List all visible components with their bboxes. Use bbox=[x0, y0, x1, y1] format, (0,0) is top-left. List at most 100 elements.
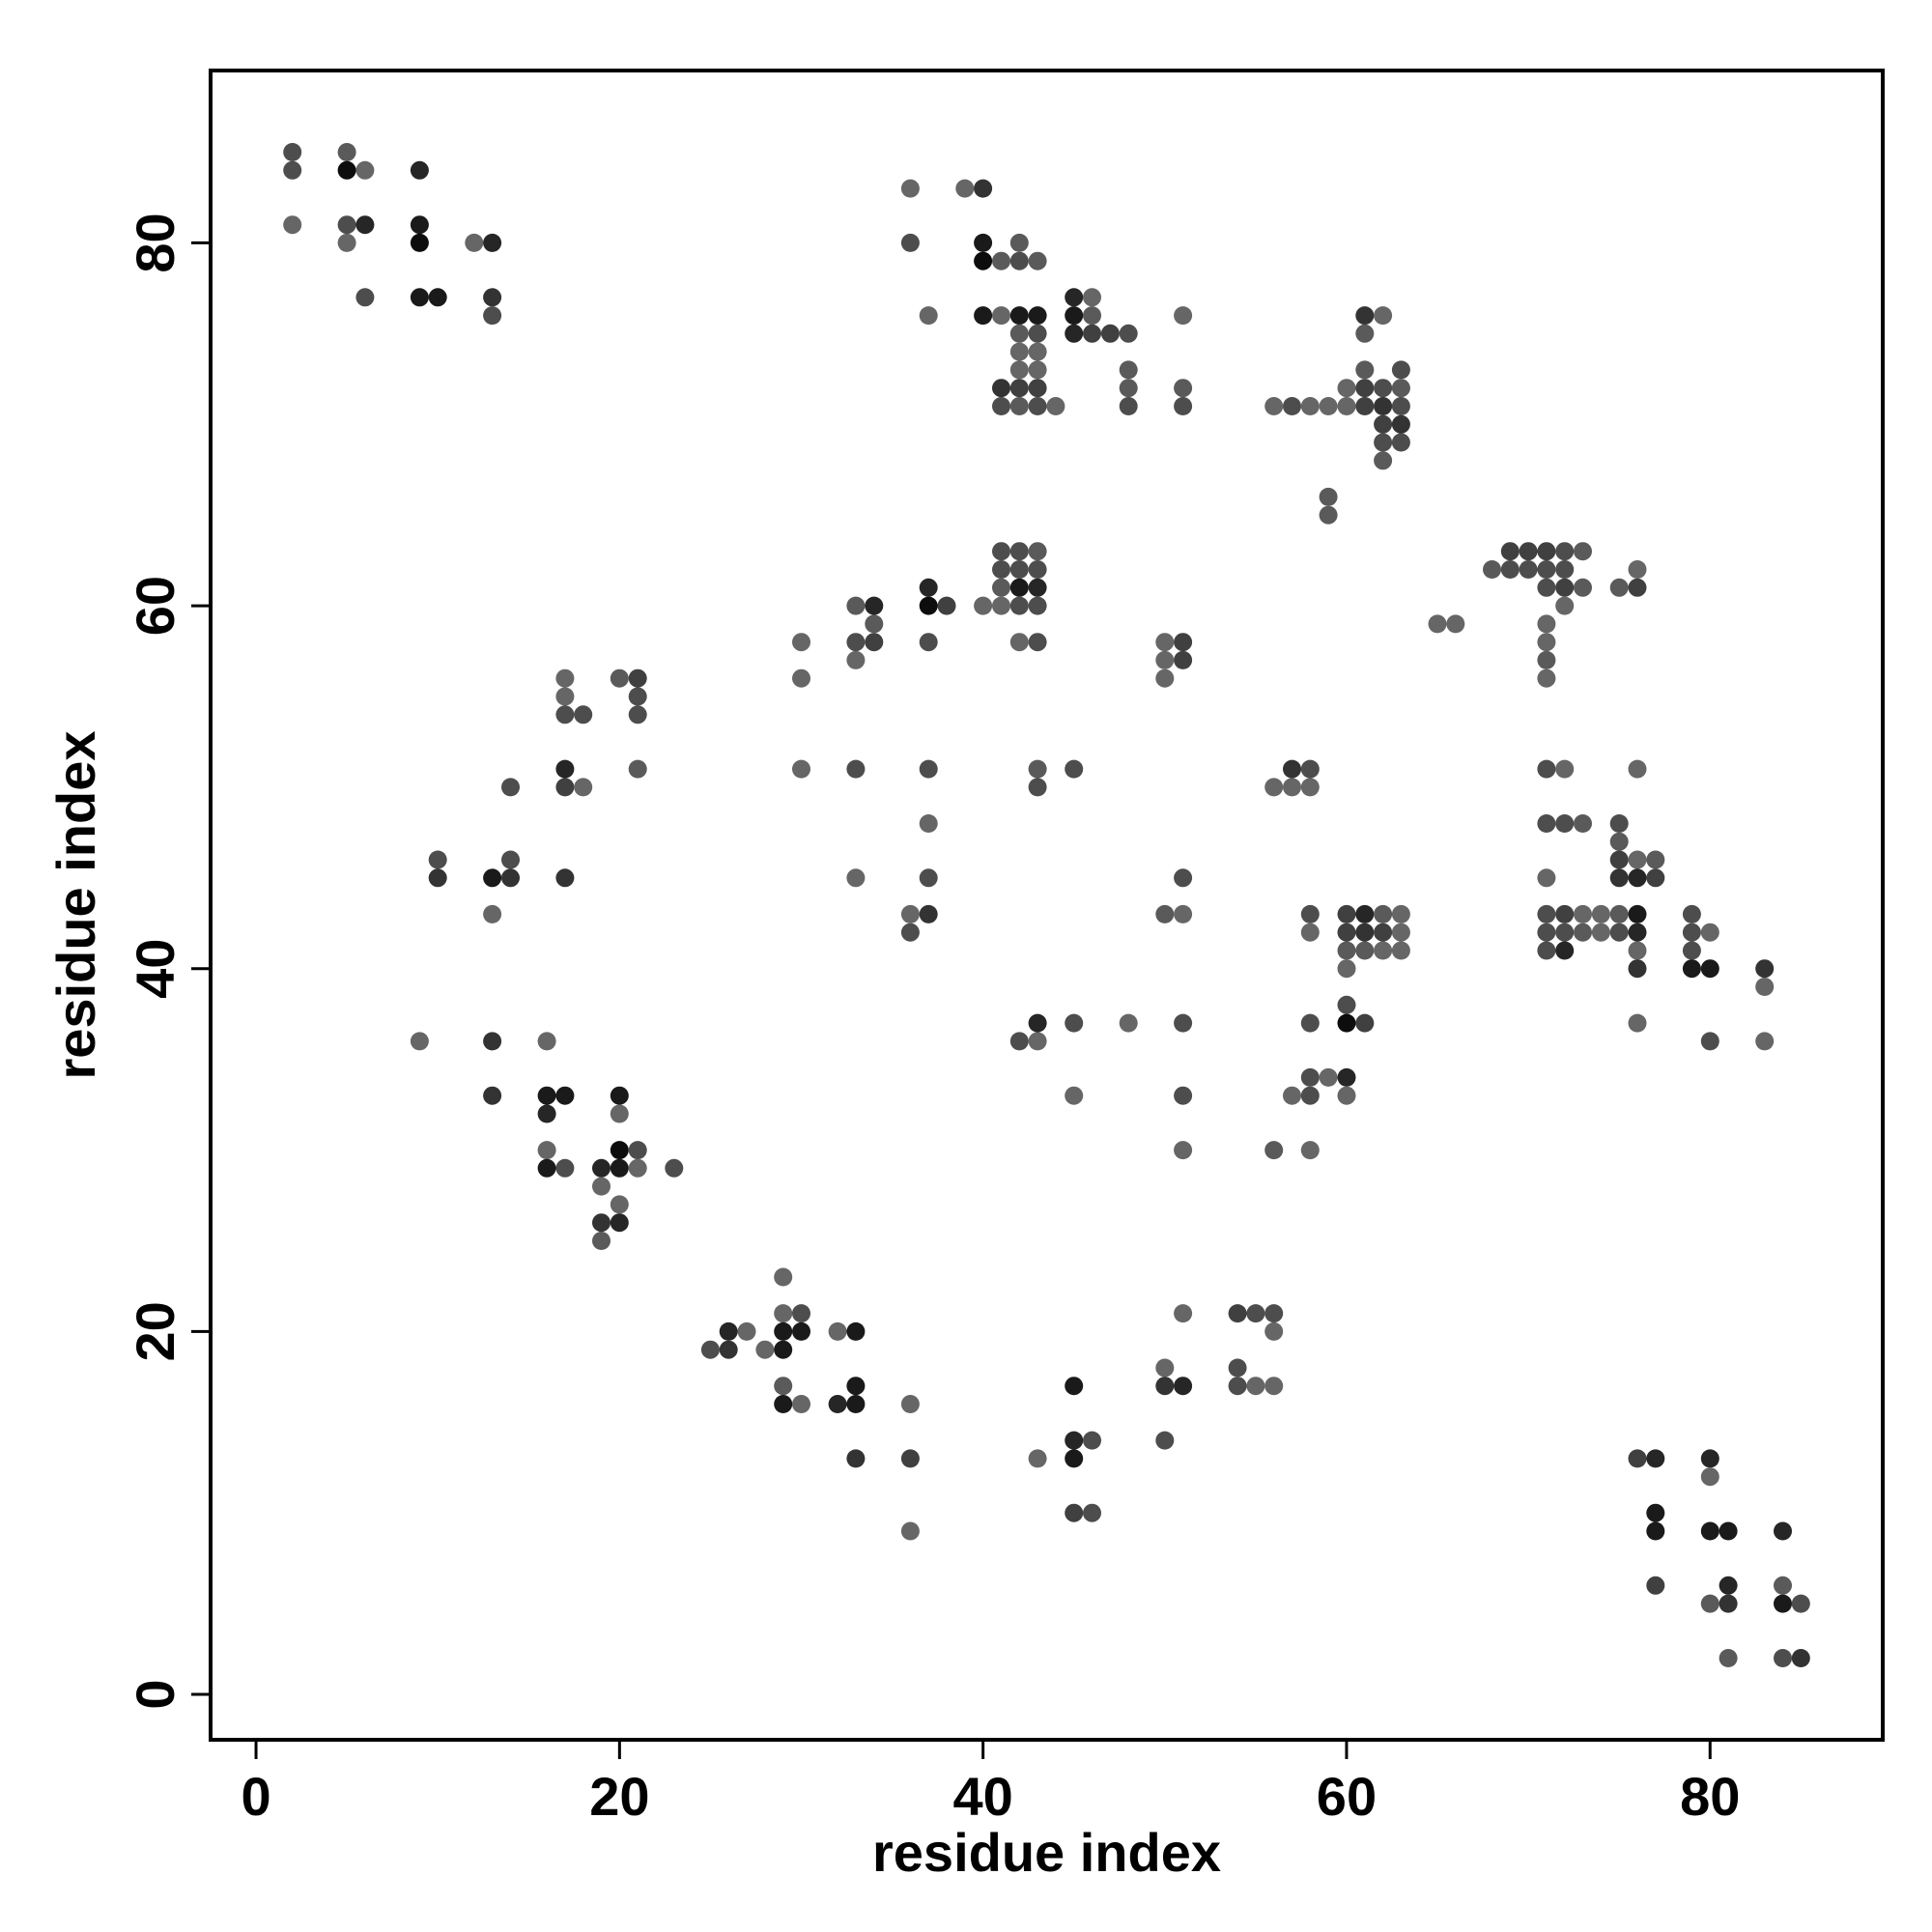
data-point bbox=[1591, 923, 1610, 942]
y-axis-title: residue index bbox=[45, 730, 106, 1079]
data-point bbox=[1065, 324, 1084, 343]
data-point bbox=[919, 759, 938, 779]
data-point bbox=[628, 759, 647, 779]
data-point bbox=[992, 306, 1010, 326]
data-point bbox=[919, 904, 938, 923]
data-point bbox=[592, 1213, 611, 1233]
data-point bbox=[1682, 959, 1701, 979]
data-point bbox=[283, 143, 302, 161]
data-point bbox=[1446, 614, 1465, 634]
data-point bbox=[1555, 904, 1575, 923]
data-point bbox=[610, 1141, 629, 1160]
data-point bbox=[1700, 1449, 1719, 1468]
data-point bbox=[900, 233, 920, 252]
data-point bbox=[501, 868, 520, 888]
data-point bbox=[1283, 1086, 1301, 1105]
data-point bbox=[1719, 1521, 1738, 1541]
data-point bbox=[1337, 1013, 1356, 1033]
data-point bbox=[1174, 1304, 1193, 1323]
data-point bbox=[1319, 1067, 1338, 1087]
data-point bbox=[1537, 868, 1556, 888]
data-point bbox=[955, 179, 975, 198]
data-point bbox=[1046, 397, 1065, 415]
data-point bbox=[1355, 379, 1375, 398]
data-point bbox=[846, 868, 866, 888]
data-point bbox=[1355, 360, 1375, 380]
data-point bbox=[1628, 959, 1647, 979]
x-axis-title: residue index bbox=[872, 1822, 1221, 1883]
data-point bbox=[428, 850, 447, 869]
data-point bbox=[592, 1232, 611, 1250]
data-point bbox=[1337, 959, 1356, 979]
data-point bbox=[1374, 433, 1393, 452]
data-point bbox=[846, 759, 866, 779]
data-point bbox=[1628, 560, 1647, 579]
data-point bbox=[1065, 1086, 1084, 1105]
data-point bbox=[1391, 397, 1410, 415]
data-point bbox=[1065, 1013, 1084, 1033]
data-point bbox=[1774, 1576, 1792, 1595]
data-point bbox=[1174, 397, 1193, 415]
data-point bbox=[1264, 397, 1284, 415]
data-point bbox=[1009, 397, 1029, 415]
data-point bbox=[555, 1086, 575, 1105]
data-point bbox=[792, 1321, 810, 1341]
data-point bbox=[1174, 1013, 1193, 1033]
data-point bbox=[1555, 578, 1575, 597]
y-tick-label: 40 bbox=[125, 939, 185, 999]
data-point bbox=[1700, 923, 1719, 942]
data-point bbox=[774, 1321, 793, 1341]
data-point bbox=[1028, 542, 1047, 561]
x-tick-label: 40 bbox=[952, 1766, 1012, 1827]
data-point bbox=[1028, 1032, 1047, 1051]
data-point bbox=[1391, 414, 1410, 434]
data-point bbox=[1300, 923, 1320, 942]
data-point bbox=[1700, 1594, 1719, 1613]
data-point bbox=[1119, 379, 1138, 398]
data-point bbox=[1700, 1521, 1719, 1541]
data-point bbox=[900, 1395, 920, 1413]
data-point bbox=[774, 1377, 793, 1396]
data-point bbox=[355, 288, 375, 307]
data-point bbox=[1083, 1431, 1101, 1450]
data-point bbox=[992, 596, 1010, 615]
data-point bbox=[1355, 397, 1375, 415]
data-point bbox=[1682, 941, 1701, 960]
data-point bbox=[1283, 397, 1301, 415]
data-point bbox=[410, 160, 429, 180]
data-point bbox=[1355, 306, 1375, 326]
data-point bbox=[900, 1449, 920, 1468]
data-point bbox=[1228, 1358, 1247, 1378]
data-point bbox=[628, 1141, 647, 1160]
data-point bbox=[1374, 923, 1393, 942]
data-point bbox=[1319, 397, 1338, 415]
data-point bbox=[1009, 633, 1029, 652]
data-point bbox=[1555, 923, 1575, 942]
data-point bbox=[1100, 324, 1120, 343]
data-point bbox=[465, 233, 484, 252]
data-point bbox=[1028, 578, 1047, 597]
data-point bbox=[1609, 850, 1629, 869]
data-point bbox=[1119, 1013, 1138, 1033]
data-point bbox=[1065, 1449, 1084, 1468]
data-point bbox=[992, 542, 1010, 561]
data-point bbox=[774, 1340, 793, 1359]
data-point bbox=[846, 1449, 866, 1468]
data-point bbox=[1628, 759, 1647, 779]
data-point bbox=[1155, 1358, 1175, 1378]
data-point bbox=[1574, 578, 1592, 597]
data-point bbox=[919, 633, 938, 652]
data-point bbox=[1355, 324, 1375, 343]
data-point bbox=[610, 1104, 629, 1123]
data-point bbox=[1228, 1377, 1247, 1396]
data-point bbox=[1391, 379, 1410, 398]
data-point bbox=[628, 705, 647, 724]
data-point bbox=[337, 143, 356, 161]
data-point bbox=[1083, 288, 1101, 307]
data-point bbox=[1174, 379, 1193, 398]
data-point bbox=[1574, 904, 1592, 923]
data-point bbox=[337, 215, 356, 235]
data-point bbox=[1300, 904, 1320, 923]
data-point bbox=[937, 596, 956, 615]
data-point bbox=[846, 1377, 866, 1396]
